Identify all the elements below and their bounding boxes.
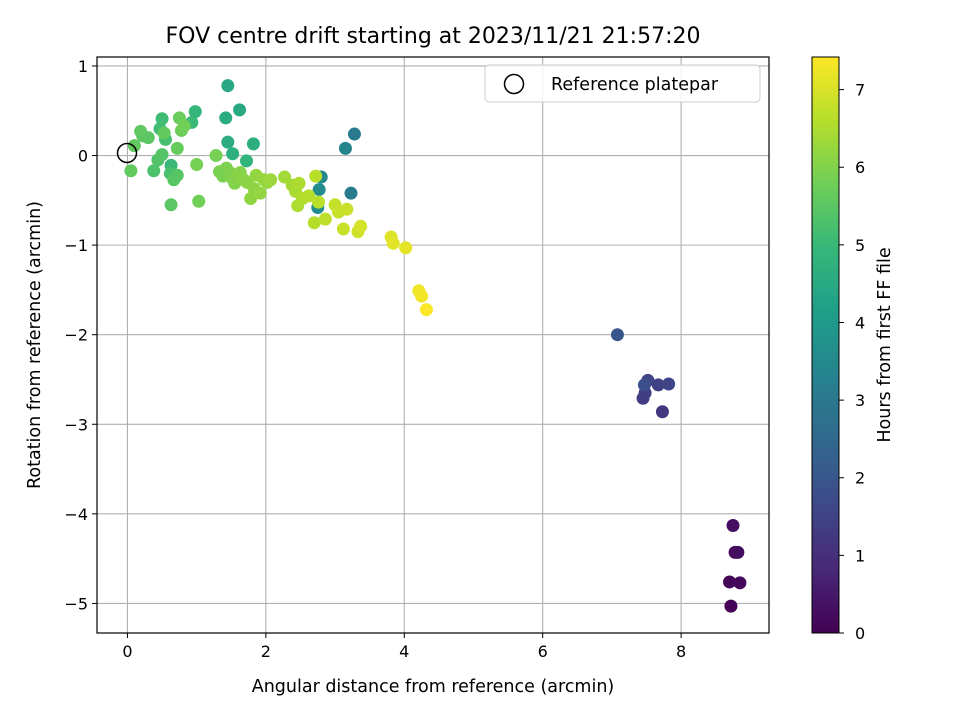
data-point (188, 105, 202, 119)
data-point (147, 164, 161, 178)
data-point (302, 189, 316, 203)
y-tick-label: 1 (78, 57, 88, 76)
data-point (177, 119, 191, 133)
data-point (219, 111, 233, 125)
y-tick-label: 0 (78, 147, 88, 166)
chart-title: FOV centre drift starting at 2023/11/21 … (166, 24, 701, 49)
colorbar-tick-label: 0 (855, 624, 865, 643)
y-axis-ticks: 1 0 −1 −2 −3 −4 −5 (64, 57, 97, 613)
data-points (124, 79, 747, 613)
legend-entry-reference: Reference platepar (551, 75, 719, 95)
data-point (726, 519, 740, 533)
data-point (723, 575, 737, 589)
legend-box (484, 64, 761, 103)
plot-frame (96, 56, 770, 634)
data-point (610, 328, 624, 342)
y-axis-label: Rotation from reference (arcmin) (25, 201, 45, 489)
colorbar-tick-label: 6 (855, 158, 865, 177)
data-point (209, 149, 223, 163)
data-point (226, 147, 240, 161)
data-point (419, 303, 433, 317)
data-point (190, 157, 204, 171)
data-point (347, 127, 361, 141)
x-tick-label: 2 (261, 642, 271, 661)
data-point (651, 378, 665, 392)
data-point (637, 378, 651, 392)
x-tick-label: 0 (122, 642, 132, 661)
colorbar-tick-label: 3 (855, 391, 865, 410)
reference-platepar-marker (116, 142, 138, 164)
colorbar-tick-label: 2 (855, 469, 865, 488)
colorbar-label: Hours from first FF file (875, 247, 895, 442)
data-point (170, 168, 184, 182)
data-point (221, 79, 235, 93)
data-point (221, 135, 235, 149)
data-point (127, 139, 141, 153)
data-point (724, 599, 738, 613)
y-tick-label: −3 (64, 415, 88, 434)
data-point (124, 164, 138, 178)
y-tick-label: −4 (64, 505, 88, 524)
data-point (336, 222, 350, 236)
data-point (292, 176, 306, 190)
colorbar-tick-label: 7 (855, 81, 865, 100)
data-point (415, 289, 429, 303)
data-point (164, 198, 178, 212)
data-point (233, 103, 247, 117)
data-point (312, 183, 326, 197)
legend: Reference platepar (484, 64, 761, 103)
y-tick-label: −5 (64, 594, 88, 613)
data-point (244, 192, 258, 206)
data-point (239, 154, 253, 168)
data-point (311, 195, 325, 209)
colorbar (811, 56, 840, 634)
data-point (344, 186, 358, 200)
x-tick-label: 4 (399, 642, 409, 661)
data-point (386, 236, 400, 250)
grid-lines (97, 57, 769, 633)
data-point (307, 216, 321, 230)
data-point (731, 545, 745, 559)
colorbar-tick-label: 5 (855, 236, 865, 255)
x-tick-label: 8 (676, 642, 686, 661)
x-axis-label: Angular distance from reference (arcmin) (252, 677, 615, 697)
legend-marker-icon (503, 73, 525, 95)
colorbar-ticks: 0 1 2 3 4 5 6 7 (839, 81, 865, 643)
data-point (655, 405, 669, 419)
data-point (170, 141, 184, 155)
data-point (340, 202, 354, 216)
data-point (192, 194, 206, 208)
data-point (309, 169, 323, 183)
x-tick-label: 6 (538, 642, 548, 661)
data-point (246, 137, 260, 151)
data-point (399, 241, 413, 255)
data-point (733, 576, 747, 590)
data-point (253, 186, 267, 200)
data-point (318, 212, 332, 226)
colorbar-tick-label: 4 (855, 313, 865, 332)
data-point (157, 126, 171, 140)
data-point (155, 112, 169, 126)
data-point (338, 141, 352, 155)
data-point (354, 219, 368, 233)
y-tick-label: −1 (64, 236, 88, 255)
data-point (155, 148, 169, 162)
data-point (134, 124, 148, 138)
data-point (264, 173, 278, 187)
y-tick-label: −2 (64, 326, 88, 345)
data-point (662, 377, 676, 391)
colorbar-tick-label: 1 (855, 546, 865, 565)
x-axis-ticks: 0 2 4 6 8 (122, 633, 686, 661)
